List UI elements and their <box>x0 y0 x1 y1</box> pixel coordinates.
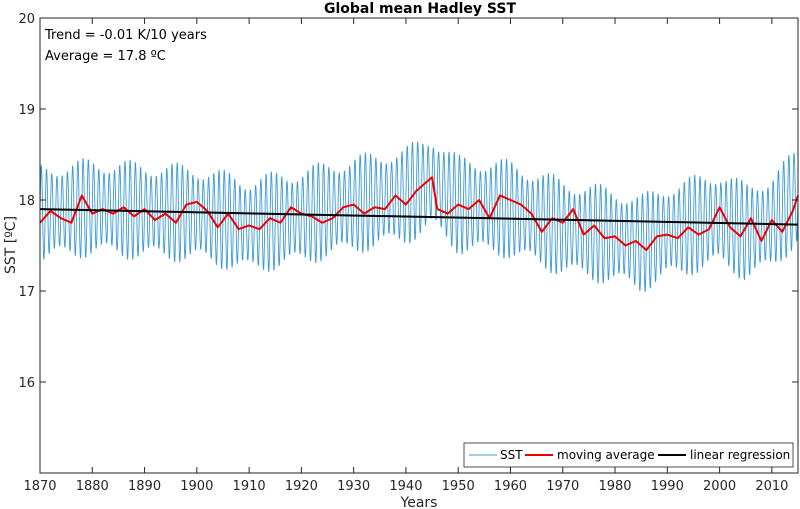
x-tick-label: 1950 <box>442 479 475 494</box>
series-linear-regression-line <box>39 208 799 226</box>
x-tick-label: 1870 <box>23 479 56 494</box>
x-tick-label: 1940 <box>389 479 422 494</box>
y-tick-label: 19 <box>18 103 35 118</box>
y-tick-label: 18 <box>18 194 35 209</box>
x-tick-label: 1890 <box>128 479 161 494</box>
x-tick-label: 1960 <box>494 479 527 494</box>
x-tick-label: 1970 <box>546 479 579 494</box>
y-tick-label: 20 <box>18 12 35 27</box>
trend-annotation: Trend = -0.01 K/10 years <box>44 28 207 43</box>
series-layer <box>39 141 799 292</box>
y-axis-label: SST [ºC] <box>3 216 19 274</box>
y-tick-label: 16 <box>18 376 35 391</box>
x-tick-label: 1900 <box>180 479 213 494</box>
y-tick-label: 17 <box>18 285 35 300</box>
tick-layer: 1870 1880 1890 1900 1910 1920 1930 1940 1950 1960… <box>18 12 798 494</box>
average-annotation: Average = 17.8 ºC <box>45 49 166 64</box>
plot-area <box>40 18 798 473</box>
chart-title: Global mean Hadley SST <box>324 1 516 17</box>
x-tick-label: 1920 <box>285 479 318 494</box>
x-tick-label: 1980 <box>598 479 631 494</box>
legend-box <box>463 442 794 468</box>
x-tick-label: 1990 <box>651 479 684 494</box>
legend-label-sst: SST <box>500 448 523 462</box>
legend: SST moving average linear regression <box>463 442 794 468</box>
series-moving-average-line <box>39 176 799 252</box>
legend-label-linear-regression: linear regression <box>690 448 790 462</box>
x-tick-label: 1910 <box>233 479 266 494</box>
x-tick-label: 2000 <box>703 479 736 494</box>
plot-frame <box>39 17 799 474</box>
x-tick-label: 1930 <box>337 479 370 494</box>
legend-label-moving-average: moving average <box>557 448 655 462</box>
x-axis-label: Years <box>400 495 438 509</box>
x-tick-label: 2010 <box>755 479 788 494</box>
x-tick-label: 1880 <box>76 479 109 494</box>
